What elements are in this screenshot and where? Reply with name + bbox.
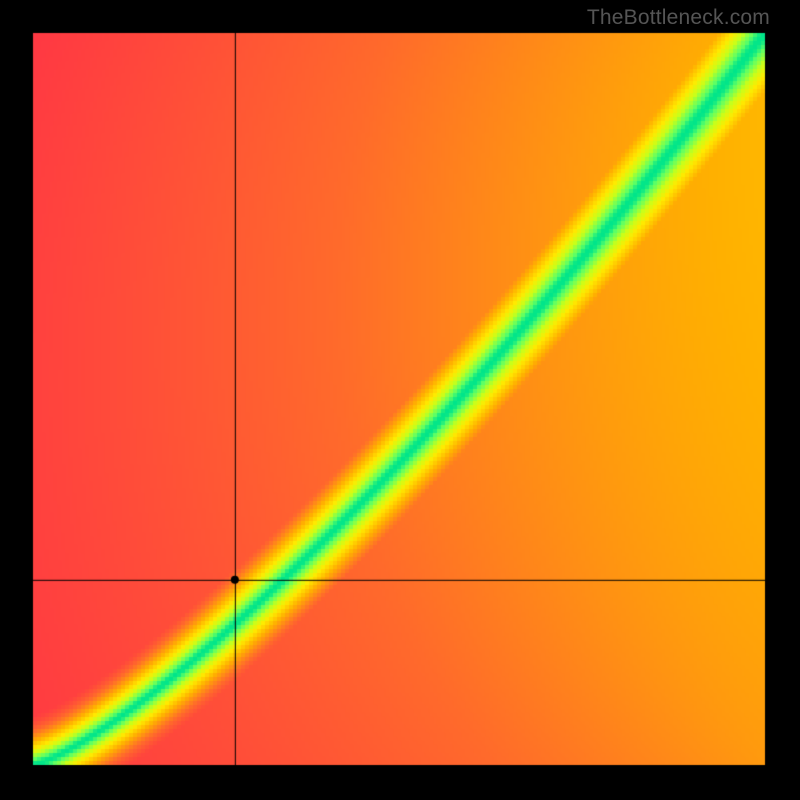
watermark-text: TheBottleneck.com xyxy=(587,6,770,30)
bottleneck-heatmap xyxy=(0,0,800,800)
